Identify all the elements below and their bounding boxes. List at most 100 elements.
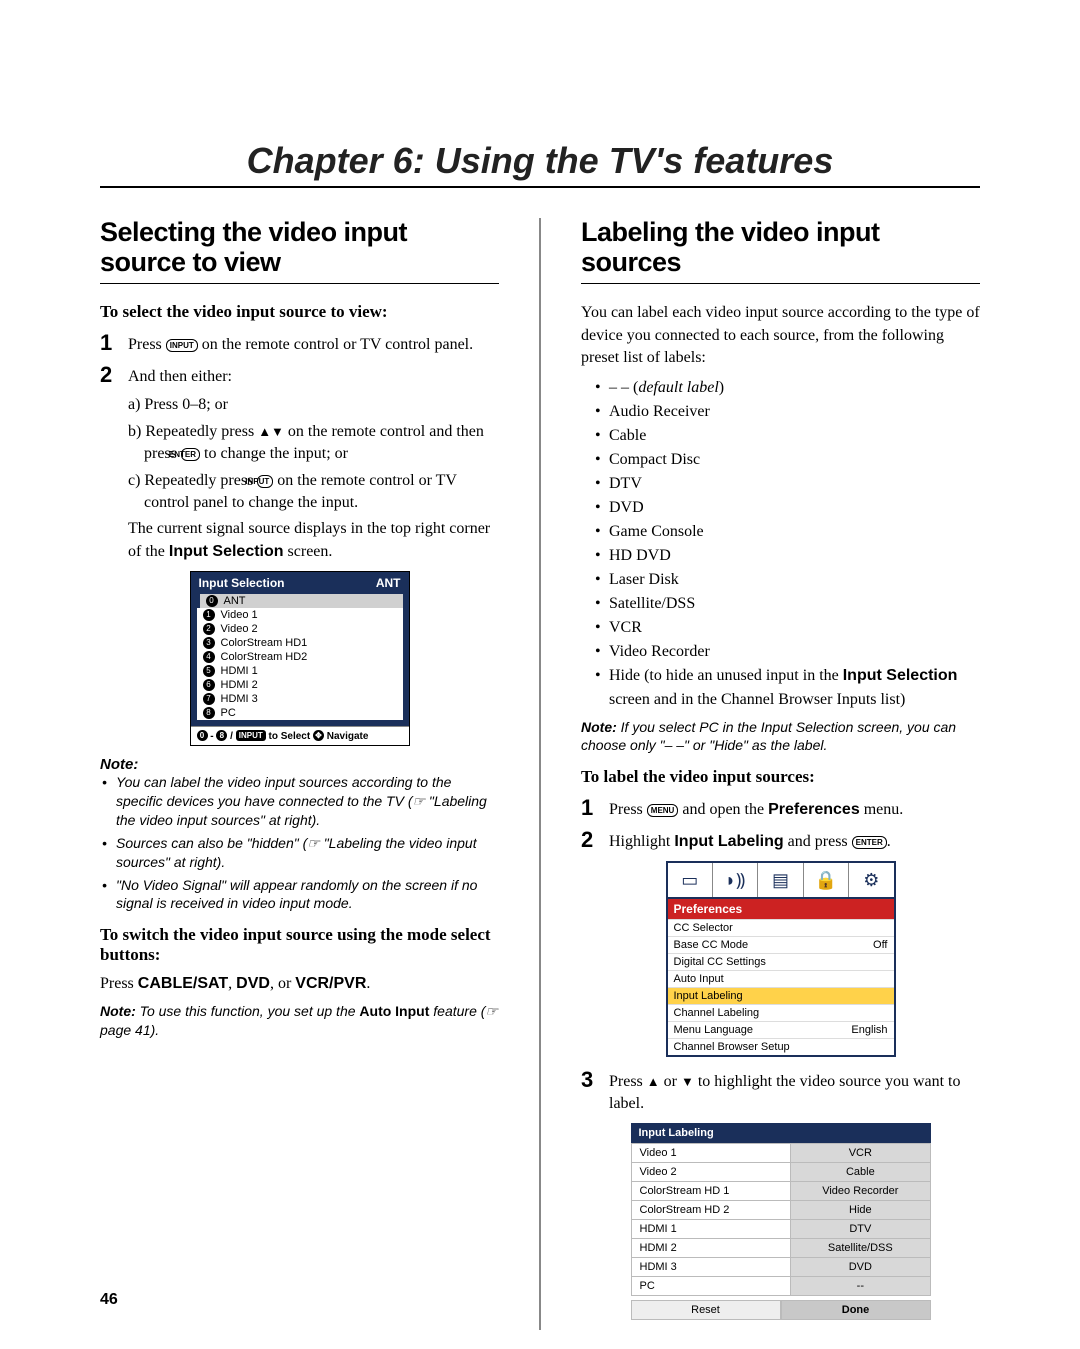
cell: PC [631,1276,791,1295]
list-item: DTV [595,472,980,496]
shot1-footer: 0 - 8 / INPUT to Select ✥ Navigate [191,726,409,745]
cell: ColorStream HD 2 [631,1200,791,1219]
shot1-row: 2Video 2 [197,622,403,636]
subheading: To select the video input source to view… [100,302,499,322]
chapter-title: Chapter 6: Using the TV's features [100,140,980,182]
note-lead: Note: [581,719,617,735]
row-value: English [851,1024,887,1036]
prefs-row: Auto Input [668,970,894,987]
list-item: – – (default label) [595,376,980,400]
list-item: HD DVD [595,544,980,568]
cell: HDMI 2 [631,1238,791,1257]
enter-button-icon: ENTER [181,448,200,461]
text: or [660,1073,681,1090]
step-2b: b) Repeatedly press ▲▼ on the remote con… [116,421,499,466]
prefs-row: Channel Browser Setup [668,1038,894,1055]
input-button-icon: INPUT [257,475,273,488]
left-column: Selecting the video input source to view… [100,218,499,1330]
down-arrow-icon: ▼ [681,1074,694,1089]
shot1-row: 4 ColorStream HD2 [197,650,403,664]
step-number: 1 [581,795,609,821]
cell: Cable [791,1162,930,1181]
text: screen and in the Channel Browser Inputs… [609,691,905,708]
bold-term: Input Labeling [674,833,783,850]
bold-term: DVD [236,975,270,992]
right-section-title: Labeling the video input sources [581,218,980,277]
switch-heading: To switch the video input source using t… [100,925,499,965]
step-body: And then either: [128,362,232,388]
done-button: Done [781,1300,931,1320]
note-bullet: "No Video Signal" will appear randomly o… [102,876,499,914]
preferences-screenshot: ▭ ◗⸩ ▤ 🔒 ⚙ Preferences CC Selector Base … [581,861,980,1057]
row-label: Channel Browser Setup [674,1041,790,1053]
row-label: ColorStream HD1 [221,637,308,649]
text: Highlight [609,833,674,850]
table-row: Video 1VCR [631,1143,930,1162]
row-label: Channel Labeling [674,1007,760,1019]
bold-term: CABLE/SAT [138,975,228,992]
bold-term: Preferences [768,801,860,818]
prefs-row: Base CC ModeOff [668,936,894,953]
tab-apps-icon: ▤ [758,863,803,897]
text: If you select PC in the Input Selection … [581,719,956,754]
text: to change the input; or [200,445,348,462]
prefs-row: Menu LanguageEnglish [668,1021,894,1038]
text: Hide (to hide an unused input in the [609,667,843,684]
cell: DVD [791,1257,930,1276]
input-labeling-screenshot: Input Labeling Video 1VCR Video 2Cable C… [581,1123,980,1320]
step-number: 3 [581,1067,609,1114]
tab-picture-icon: ▭ [668,863,713,897]
column-divider [539,218,541,1330]
list-item: Game Console [595,520,980,544]
text: , or [270,975,295,992]
table-row: ColorStream HD 1Video Recorder [631,1181,930,1200]
list-item: Cable [595,424,980,448]
text: , [228,975,236,992]
row-num: 4 [203,651,215,663]
prefs-header: Preferences [668,899,894,919]
table-row: PC-- [631,1276,930,1295]
note-bullet: Sources can also be "hidden" (☞ "Labelin… [102,834,499,872]
input-pill-icon: INPUT [236,730,266,741]
bold-term: Auto Input [359,1003,429,1019]
note-bullets: You can label the video input sources ac… [100,773,499,913]
text: – – ( [609,379,638,396]
table-row: ColorStream HD 2Hide [631,1200,930,1219]
row-label: HDMI 3 [221,693,258,705]
bold-term: Input Selection [843,667,958,684]
note-bullet: You can label the video input sources ac… [102,773,499,830]
step-1: 1 Press MENU and open the Preferences me… [581,795,980,821]
subheading: To label the video input sources: [581,767,980,787]
step-number: 1 [100,330,128,356]
step-3: 3 Press ▲ or ▼ to highlight the video so… [581,1067,980,1114]
cell: DTV [791,1219,930,1238]
cell: Video 2 [631,1162,791,1181]
row-label: HDMI 1 [221,665,258,677]
row-num: 5 [203,665,215,677]
step-number: 2 [581,827,609,853]
row-label: ColorStream HD2 [221,651,308,663]
pc-note: Note: If you select PC in the Input Sele… [581,718,980,756]
bold-term: Input Selection [169,543,284,560]
list-item: DVD [595,496,980,520]
text: c) Repeatedly press [128,472,257,489]
prefs-row: Channel Labeling [668,1004,894,1021]
row-label: ANT [224,595,246,607]
table-row: HDMI 2Satellite/DSS [631,1238,930,1257]
up-arrow-icon: ▲ [647,1074,660,1089]
shot1-row: 0ANT [197,594,403,608]
step-2: 2 Highlight Input Labeling and press ENT… [581,827,980,853]
current-signal-note: The current signal source displays in th… [100,518,499,563]
tab-lock-icon: 🔒 [804,863,849,897]
shot1-row: 7HDMI 3 [197,692,403,706]
shot1-row: 5 HDMI 1 [197,664,403,678]
row-value: Off [873,939,887,951]
menu-button-icon: MENU [647,804,679,817]
up-down-arrows-icon: ▲▼ [258,424,284,439]
step-body: Highlight Input Labeling and press ENTER… [609,827,891,853]
text: Press [609,1073,647,1090]
prefs-row-highlighted: Input Labeling [668,987,894,1004]
step-2a: a) Press 0–8; or [116,394,499,416]
footer-num: 0 [197,730,208,741]
cell: Satellite/DSS [791,1238,930,1257]
